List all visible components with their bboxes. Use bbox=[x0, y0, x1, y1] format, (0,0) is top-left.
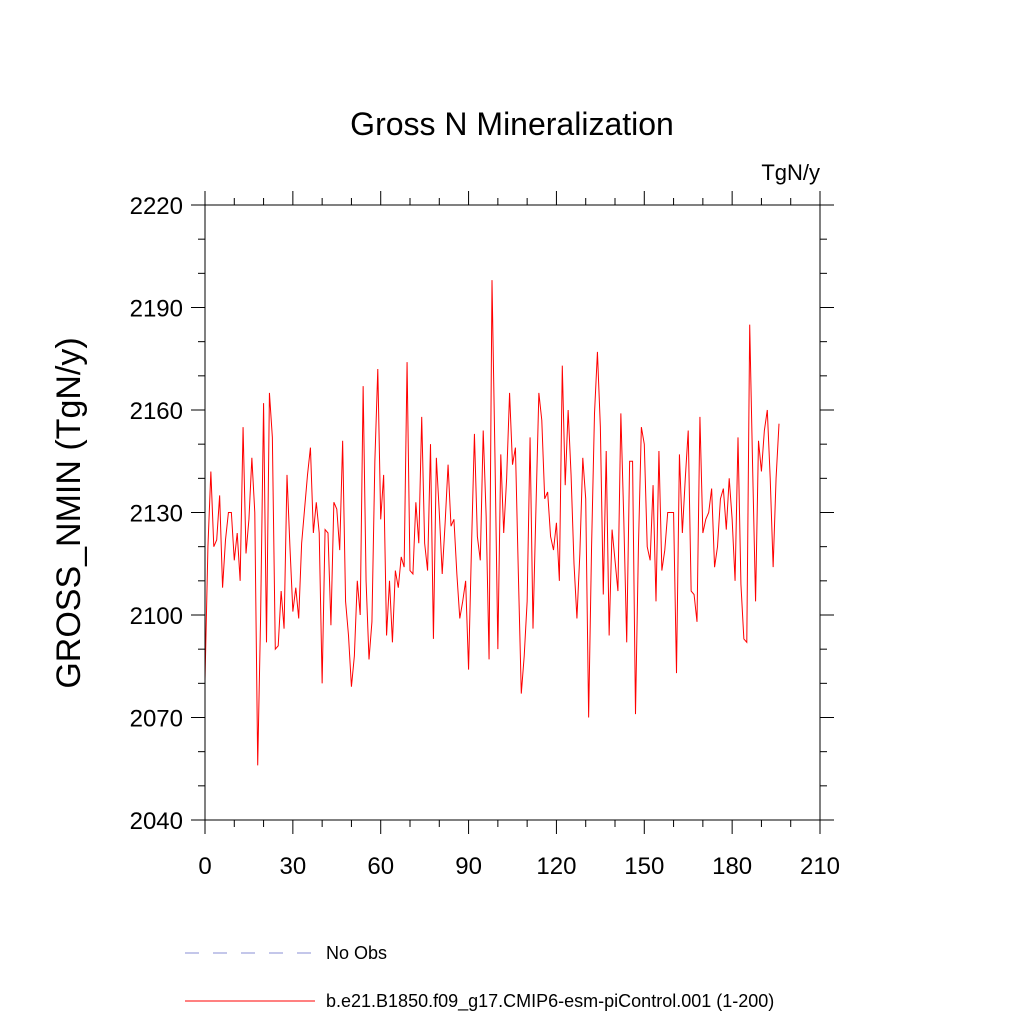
y-axis-label: GROSS_NMIN (TgN/y) bbox=[50, 337, 88, 688]
y-tick-label: 2040 bbox=[130, 808, 183, 835]
tick-labels: 0 30 60 90 120 150 180 210 2040 2070 2100 2130 2160 2… bbox=[130, 193, 840, 880]
y-tick-label: 2220 bbox=[130, 193, 183, 220]
x-tick-label: 150 bbox=[624, 853, 664, 880]
axis-ticks bbox=[191, 191, 834, 834]
y-tick-label: 2160 bbox=[130, 398, 183, 425]
legend-label-no-obs: No Obs bbox=[326, 943, 387, 963]
x-tick-label: 0 bbox=[198, 853, 211, 880]
units-label: TgN/y bbox=[761, 160, 820, 185]
legend-label-control-run: b.e21.B1850.f09_g17.CMIP6-esm-piControl.… bbox=[326, 991, 774, 1012]
y-tick-label: 2070 bbox=[130, 706, 183, 733]
chart-title: Gross N Mineralization bbox=[350, 106, 674, 142]
x-tick-label: 90 bbox=[455, 853, 482, 880]
x-tick-label: 30 bbox=[280, 853, 307, 880]
y-tick-label: 2100 bbox=[130, 603, 183, 630]
x-tick-label: 180 bbox=[712, 853, 752, 880]
plot-frame bbox=[204, 204, 821, 821]
y-tick-label: 2190 bbox=[130, 296, 183, 323]
legend: No Obs b.e21.B1850.f09_g17.CMIP6-esm-piC… bbox=[185, 943, 774, 1012]
x-tick-label: 210 bbox=[800, 853, 840, 880]
series-line-control-run bbox=[204, 280, 780, 766]
x-tick-label: 60 bbox=[367, 853, 394, 880]
x-tick-label: 120 bbox=[536, 853, 576, 880]
series-layer bbox=[204, 280, 780, 766]
y-tick-label: 2130 bbox=[130, 501, 183, 528]
